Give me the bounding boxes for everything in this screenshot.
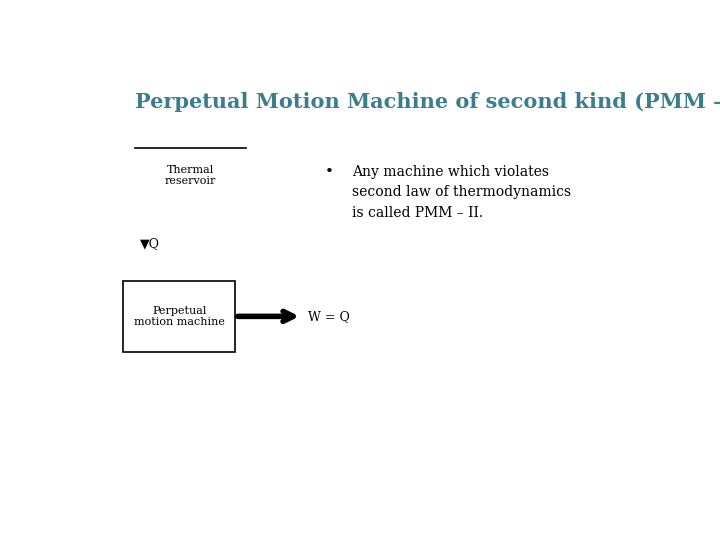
- Text: •: •: [324, 165, 333, 179]
- Text: Perpetual Motion Machine of second kind (PMM – II): Perpetual Motion Machine of second kind …: [135, 92, 720, 112]
- Bar: [124, 281, 235, 352]
- Text: W = Q: W = Q: [307, 310, 349, 323]
- Text: ▼Q: ▼Q: [140, 237, 161, 250]
- Text: Perpetual
motion machine: Perpetual motion machine: [134, 306, 225, 327]
- Text: Any machine which violates
second law of thermodynamics
is called PMM – II.: Any machine which violates second law of…: [352, 165, 572, 220]
- Text: Thermal
reservoir: Thermal reservoir: [165, 165, 216, 186]
